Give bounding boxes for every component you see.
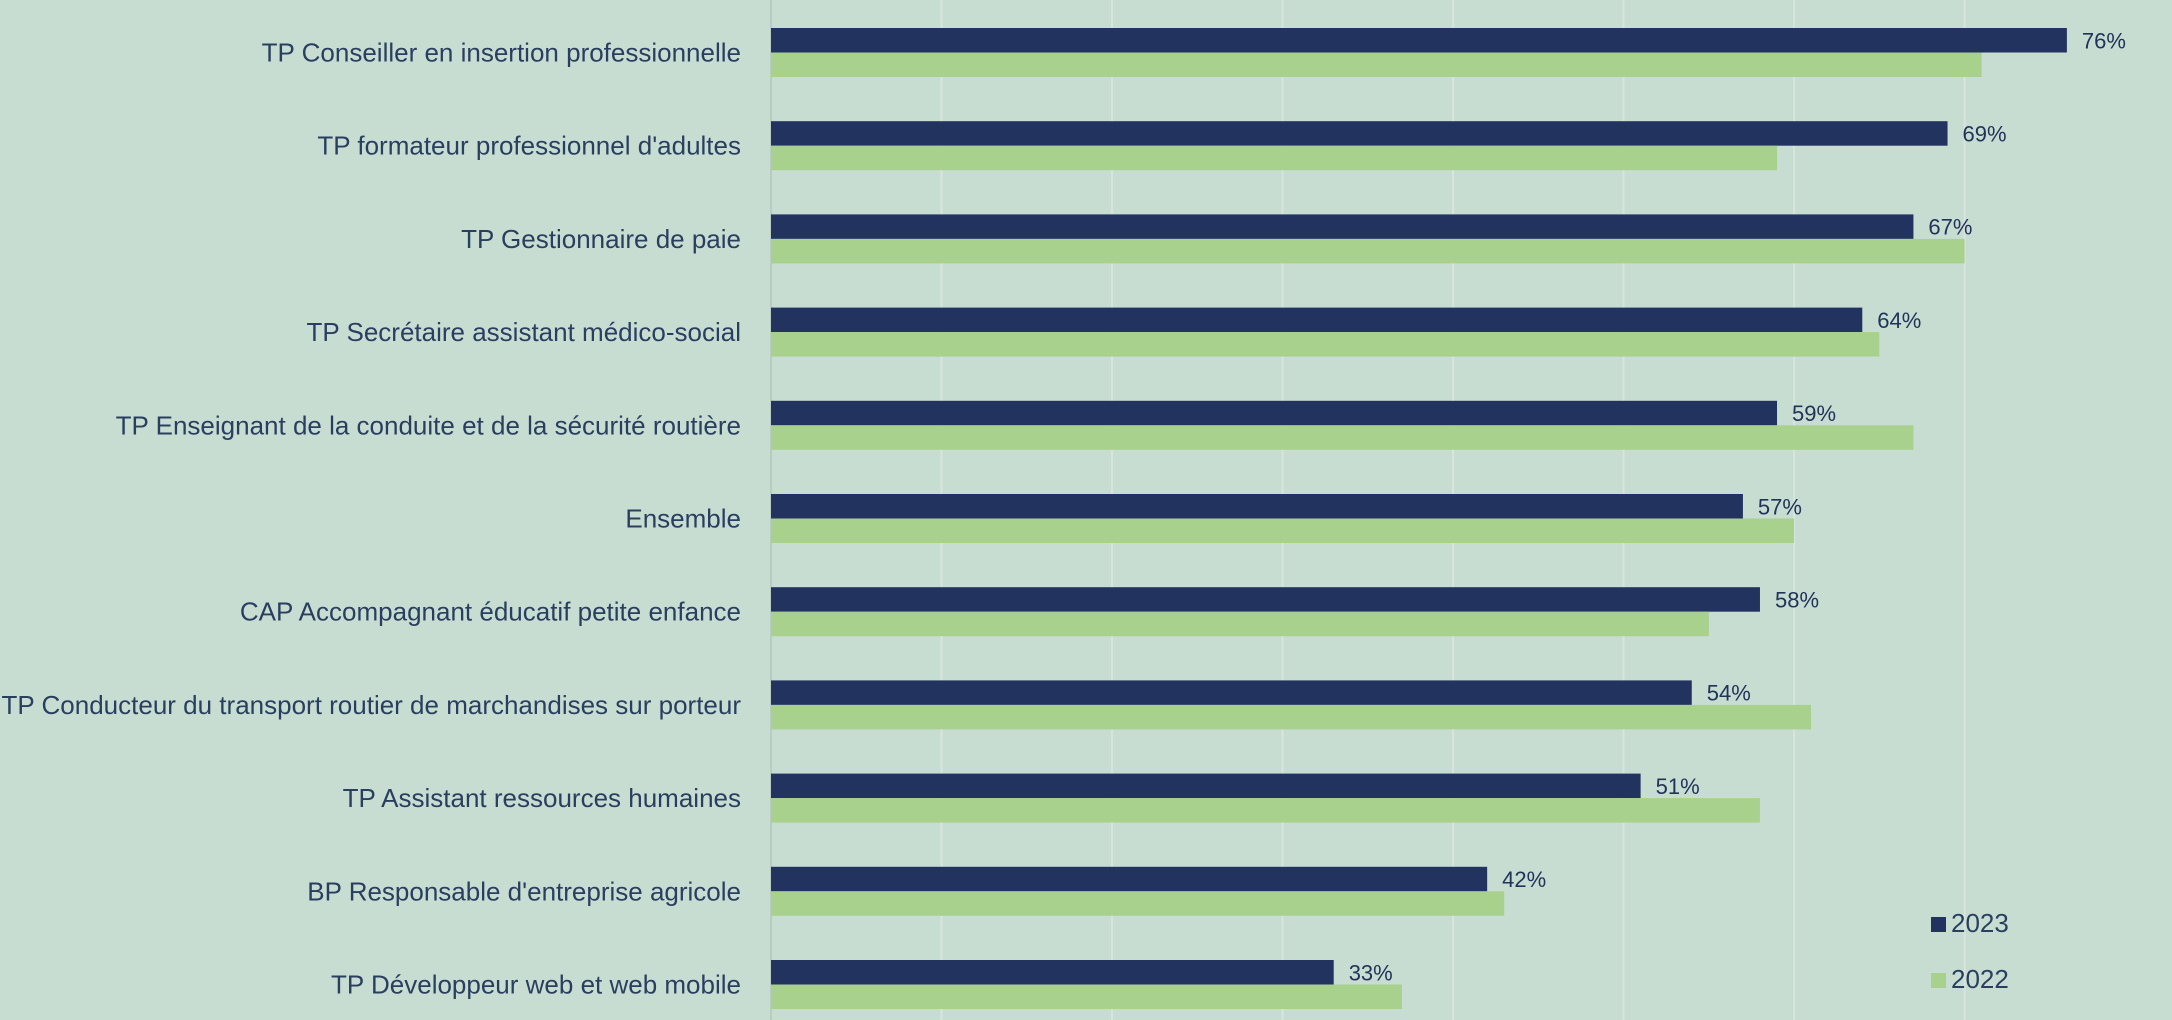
legend-swatch-2023 [1931, 917, 1946, 932]
bar-2023 [771, 587, 1760, 612]
bar-2022 [771, 798, 1760, 823]
bar-2023 [771, 494, 1743, 519]
bar-2023 [771, 307, 1863, 333]
bar-2023 [771, 28, 2067, 53]
bar-2023 [771, 121, 1948, 146]
legend-swatch-2022 [1931, 973, 1946, 988]
bar-2023 [771, 866, 1488, 892]
bar-2022 [771, 984, 1402, 1009]
data-label-2023: 33% [1349, 960, 1393, 985]
data-label-2023: 67% [1928, 215, 1972, 240]
category-label: TP formateur professionnel d'adultes [317, 131, 741, 161]
category-label: Ensemble [625, 504, 741, 534]
bar-2022 [771, 332, 1880, 357]
data-label-2023: 76% [2082, 28, 2126, 53]
bar-2022 [771, 425, 1914, 450]
category-label: BP Responsable d'entreprise agricole [307, 876, 741, 906]
data-label-2023: 59% [1792, 401, 1836, 426]
category-label: TP Conducteur du transport routier de ma… [2, 690, 742, 720]
bar-2022 [771, 238, 1965, 264]
category-label: TP Conseiller en insertion professionnel… [262, 38, 741, 68]
bar-2022 [771, 52, 1982, 77]
bar-2022 [771, 145, 1778, 171]
bar-2022 [771, 891, 1505, 916]
category-label: TP Développeur web et web mobile [331, 970, 741, 1000]
data-label-2023: 64% [1877, 308, 1921, 333]
bar-2022 [771, 611, 1709, 637]
data-label-2023: 57% [1758, 494, 1802, 519]
legend-label-2022: 2022 [1951, 964, 2009, 994]
data-label-2023: 58% [1775, 587, 1819, 612]
bar-2023 [771, 960, 1334, 985]
bar-2023 [771, 773, 1641, 799]
bar-2022 [771, 704, 1812, 730]
data-label-2023: 54% [1707, 681, 1751, 706]
bar-2023 [771, 680, 1692, 705]
category-label: TP Gestionnaire de paie [461, 224, 741, 254]
data-label-2023: 42% [1502, 867, 1546, 892]
data-label-2023: 51% [1656, 774, 1700, 799]
category-label: TP Assistant ressources humaines [343, 783, 741, 813]
legend-label-2023: 2023 [1951, 908, 2009, 938]
bar-2023 [771, 214, 1914, 239]
category-label: TP Secrétaire assistant médico-social [307, 317, 741, 347]
data-label-2023: 69% [1963, 121, 2007, 146]
category-label: TP Enseignant de la conduite et de la sé… [116, 410, 741, 440]
bar-2022 [771, 518, 1795, 543]
bar-2023 [771, 400, 1778, 426]
category-label: CAP Accompagnant éducatif petite enfance [240, 597, 741, 627]
